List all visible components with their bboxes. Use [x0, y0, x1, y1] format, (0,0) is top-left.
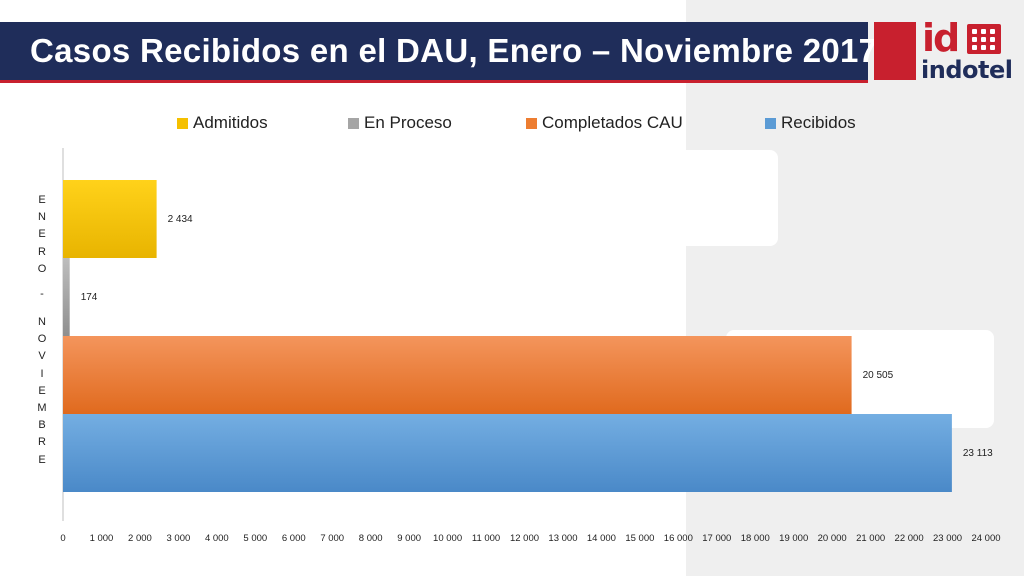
- x-tick-label: 18 000: [741, 533, 770, 544]
- x-tick-label: 3 000: [166, 533, 190, 544]
- x-tick-label: 22 000: [895, 533, 924, 544]
- x-tick-label: 8 000: [359, 533, 383, 544]
- x-tick-label: 24 000: [971, 533, 1000, 544]
- logo-id-mark: id: [922, 16, 960, 60]
- category-letter: E: [38, 194, 46, 206]
- x-tick-label: 4 000: [205, 533, 229, 544]
- logo-keypad-icon: [967, 24, 1001, 54]
- legend-swatch: [765, 117, 776, 129]
- x-tick-label: 12 000: [510, 533, 539, 544]
- bar-admitidos: [63, 180, 157, 258]
- data-label: 174: [81, 292, 98, 303]
- x-tick-label: 23 000: [933, 533, 962, 544]
- x-tick-label: 21 000: [856, 533, 885, 544]
- page-title: Casos Recibidos en el DAU, Enero – Novie…: [30, 32, 878, 69]
- data-label: 23 113: [963, 448, 993, 459]
- category-letter: O: [37, 262, 47, 275]
- x-tick-label: 5 000: [243, 533, 267, 544]
- x-tick-label: 1 000: [90, 533, 114, 544]
- legend-item-en-proceso: En Proceso: [348, 113, 452, 133]
- x-tick-label: 15 000: [625, 533, 654, 544]
- category-letter: R: [38, 436, 46, 449]
- x-tick-label: 2 000: [128, 533, 152, 544]
- data-label: 20 505: [863, 370, 894, 381]
- x-tick-label: 9 000: [397, 533, 421, 544]
- category-letter: E: [38, 453, 46, 466]
- legend-label: Completados CAU: [542, 113, 683, 132]
- bar-completados-cau: [63, 336, 852, 414]
- category-letter: M: [37, 402, 47, 414]
- x-tick-label: 19 000: [779, 533, 808, 544]
- bar-recibidos: [63, 414, 952, 492]
- background-card: [560, 150, 778, 246]
- legend-label: Recibidos: [781, 113, 856, 132]
- logo-red-block: [874, 22, 916, 80]
- category-letter: -: [40, 288, 44, 300]
- x-tick-label: 17 000: [702, 533, 731, 544]
- title-bar: Casos Recibidos en el DAU, Enero – Novie…: [0, 22, 877, 83]
- category-letter: R: [38, 245, 46, 258]
- legend-item-recibidos: Recibidos: [765, 113, 856, 133]
- category-letter: V: [38, 350, 46, 363]
- category-letter: N: [38, 316, 46, 328]
- x-tick-label: 13 000: [548, 533, 577, 544]
- x-tick-label: 0: [60, 533, 65, 544]
- x-tick-label: 11 000: [472, 533, 500, 544]
- legend-swatch: [526, 117, 537, 129]
- x-tick-label: 6 000: [282, 533, 306, 544]
- category-letter: N: [38, 211, 46, 224]
- x-tick-label: 16 000: [664, 533, 693, 544]
- logo-wordmark: indotel: [921, 56, 1013, 84]
- category-letter: E: [38, 228, 46, 241]
- x-tick-label: 10 000: [433, 533, 462, 544]
- category-letter: B: [38, 419, 46, 432]
- category-letter: I: [40, 367, 44, 380]
- legend-item-admitidos: Admitidos: [177, 113, 268, 133]
- x-tick-label: 20 000: [818, 533, 847, 544]
- category-letter: O: [37, 333, 47, 346]
- x-tick-label: 14 000: [587, 533, 616, 544]
- category-letter: E: [38, 384, 46, 397]
- data-label: 2 434: [168, 214, 193, 225]
- bar-en-proceso: [63, 258, 70, 336]
- legend-swatch: [177, 117, 188, 129]
- legend-swatch: [348, 117, 359, 129]
- x-tick-label: 7 000: [320, 533, 344, 544]
- legend-label: Admitidos: [193, 113, 268, 132]
- legend-item-completados-cau: Completados CAU: [526, 113, 683, 133]
- legend-label: En Proceso: [364, 113, 452, 132]
